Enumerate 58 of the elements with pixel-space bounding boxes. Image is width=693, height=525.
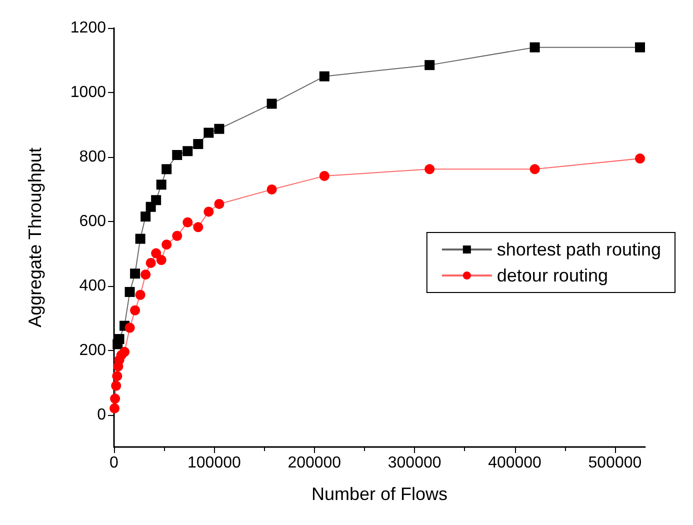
point: [204, 206, 214, 217]
point: [124, 286, 135, 297]
point: [214, 198, 224, 209]
legend-label: detour routing: [496, 266, 608, 286]
point: [151, 248, 162, 258]
point: [182, 146, 193, 156]
point: [156, 180, 166, 190]
point: [130, 268, 140, 279]
point: [111, 380, 122, 391]
point: [156, 255, 166, 266]
point: [146, 258, 156, 268]
y-axis-title: Aggregate Throughput: [25, 148, 45, 328]
x-tick-label: 400000: [488, 454, 542, 472]
x-tick-label: 300000: [388, 454, 442, 472]
point: [151, 195, 162, 206]
point: [424, 164, 435, 174]
point: [319, 71, 330, 82]
point: [172, 230, 182, 241]
y-tick-label: 1200: [70, 20, 106, 36]
point: [530, 42, 540, 52]
point: [110, 403, 120, 414]
y-tick-label: 600: [79, 212, 106, 230]
point: [140, 270, 151, 280]
y-tick-label: 800: [79, 148, 106, 166]
point: [530, 164, 540, 174]
point: [124, 322, 135, 333]
point: [204, 128, 214, 138]
legend-label: shortest path routing: [496, 240, 662, 260]
point: [120, 346, 130, 357]
point: [193, 139, 204, 150]
point: [162, 240, 172, 250]
point: [135, 290, 146, 300]
point: [182, 217, 193, 228]
point: [214, 124, 224, 134]
x-tick-label: 0: [110, 454, 119, 472]
x-axis-title: Number of Flows: [311, 484, 448, 504]
point: [112, 371, 122, 382]
point: [172, 150, 182, 160]
x-tick-label: 100000: [187, 454, 241, 472]
point: [193, 222, 204, 232]
point: [110, 394, 120, 404]
y-tick-label: 200: [79, 342, 106, 359]
x-tick-label: 200000: [288, 454, 342, 472]
x-tick-label: 500000: [588, 454, 642, 472]
point: [424, 60, 435, 70]
point: [266, 98, 277, 109]
y-tick-label: 0: [97, 406, 106, 424]
point: [140, 212, 151, 222]
point: [634, 42, 645, 52]
point: [319, 170, 330, 181]
point: [130, 305, 140, 316]
point: [135, 234, 146, 244]
point: [266, 184, 277, 194]
y-tick-label: 1000: [70, 84, 106, 101]
point: [635, 154, 645, 164]
point: [162, 164, 172, 174]
y-tick-label: 400: [79, 277, 106, 294]
point: [114, 334, 124, 344]
